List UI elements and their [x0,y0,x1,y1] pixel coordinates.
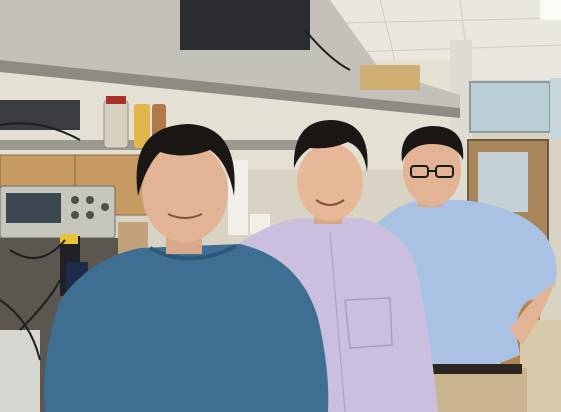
door-window [478,152,528,212]
center-person-face [297,143,363,221]
belt [432,364,522,374]
window [470,82,550,132]
ceiling-light [540,0,561,20]
shelf-equipment [180,0,310,50]
window-right [550,78,561,138]
oscilloscope [0,186,115,238]
right-person-trousers [432,368,527,412]
shelf-box [360,65,420,90]
